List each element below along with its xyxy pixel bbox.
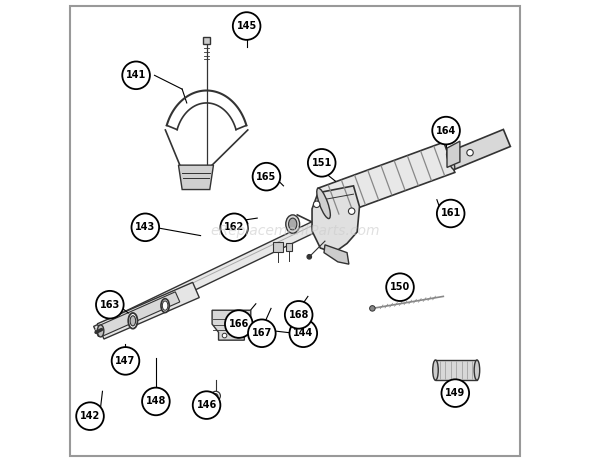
Circle shape <box>96 291 124 318</box>
Circle shape <box>441 379 469 407</box>
Polygon shape <box>178 165 214 189</box>
Circle shape <box>233 12 260 40</box>
Circle shape <box>437 200 464 227</box>
Circle shape <box>112 347 139 375</box>
Polygon shape <box>318 142 455 219</box>
Text: 144: 144 <box>293 328 313 338</box>
Circle shape <box>225 310 253 338</box>
FancyBboxPatch shape <box>203 37 210 43</box>
Text: 150: 150 <box>390 282 410 292</box>
Circle shape <box>467 150 473 156</box>
Circle shape <box>236 333 241 338</box>
Text: 147: 147 <box>116 356 136 366</box>
Polygon shape <box>97 282 199 339</box>
Polygon shape <box>94 212 336 336</box>
Circle shape <box>122 61 150 89</box>
Text: 149: 149 <box>445 388 466 398</box>
Text: 163: 163 <box>100 300 120 310</box>
Ellipse shape <box>447 152 455 170</box>
Text: 164: 164 <box>436 126 456 135</box>
Ellipse shape <box>130 316 136 326</box>
Circle shape <box>132 213 159 241</box>
Text: 151: 151 <box>312 158 332 168</box>
Text: 161: 161 <box>441 208 461 219</box>
Circle shape <box>142 388 170 415</box>
Text: 146: 146 <box>196 400 217 410</box>
Text: 145: 145 <box>237 21 257 31</box>
Circle shape <box>285 301 313 328</box>
Polygon shape <box>324 245 349 264</box>
Text: 166: 166 <box>229 319 249 329</box>
Circle shape <box>432 117 460 145</box>
Ellipse shape <box>128 313 137 328</box>
Polygon shape <box>312 186 359 253</box>
Polygon shape <box>273 242 283 252</box>
Circle shape <box>193 391 221 419</box>
Polygon shape <box>99 292 180 336</box>
Circle shape <box>307 255 312 259</box>
Text: 165: 165 <box>256 172 277 182</box>
Polygon shape <box>447 129 510 170</box>
Polygon shape <box>286 243 292 251</box>
Ellipse shape <box>97 325 104 337</box>
Circle shape <box>222 333 227 338</box>
Ellipse shape <box>286 215 300 233</box>
Circle shape <box>214 394 218 398</box>
Circle shape <box>349 208 355 214</box>
Circle shape <box>308 149 336 176</box>
Circle shape <box>290 319 317 347</box>
Ellipse shape <box>317 188 330 219</box>
Ellipse shape <box>162 301 168 310</box>
Polygon shape <box>212 310 251 340</box>
Circle shape <box>76 402 104 430</box>
Circle shape <box>248 319 276 347</box>
Circle shape <box>369 306 375 311</box>
Text: 148: 148 <box>146 396 166 407</box>
Text: 168: 168 <box>289 310 309 320</box>
Text: 167: 167 <box>252 328 272 338</box>
Text: 162: 162 <box>224 222 244 232</box>
Ellipse shape <box>289 218 297 230</box>
Ellipse shape <box>161 299 169 312</box>
Circle shape <box>211 391 221 401</box>
Text: eReplacementParts.com: eReplacementParts.com <box>210 224 380 238</box>
Text: 143: 143 <box>135 222 155 232</box>
Polygon shape <box>447 141 460 167</box>
Circle shape <box>386 274 414 301</box>
Circle shape <box>313 201 320 207</box>
Circle shape <box>221 213 248 241</box>
Text: 141: 141 <box>126 70 146 80</box>
Circle shape <box>253 163 280 190</box>
Ellipse shape <box>474 360 480 380</box>
Polygon shape <box>435 360 477 380</box>
Ellipse shape <box>432 360 438 380</box>
Text: 142: 142 <box>80 411 100 421</box>
